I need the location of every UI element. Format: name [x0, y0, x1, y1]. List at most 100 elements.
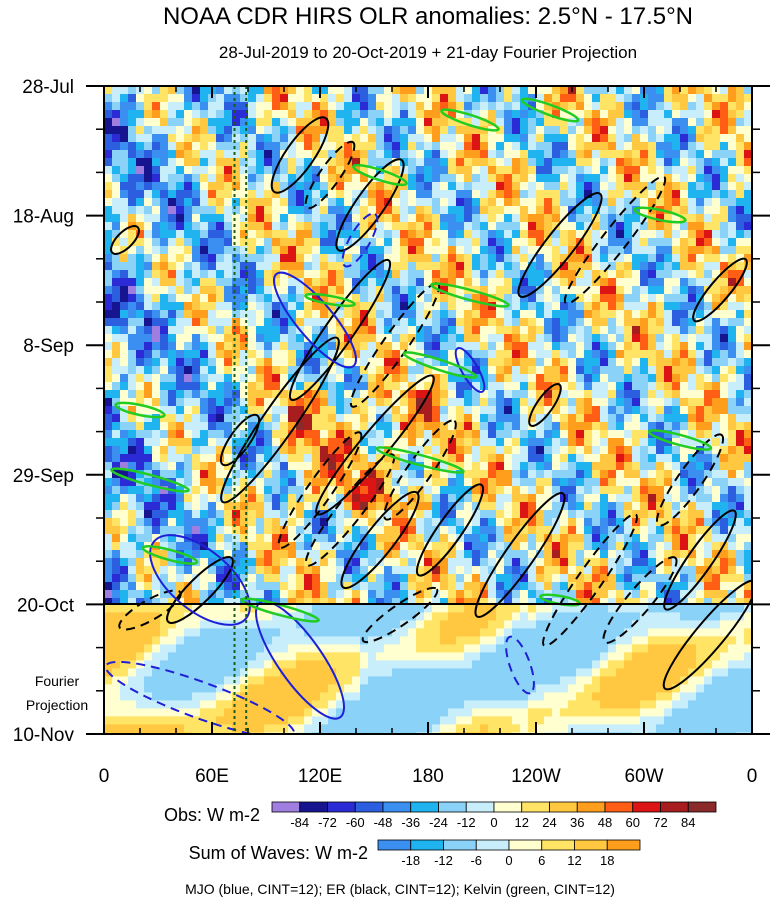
field-cell	[384, 238, 393, 247]
field-cell	[144, 430, 153, 439]
field-cell	[408, 182, 417, 191]
field-cell	[352, 406, 361, 415]
field-cell	[296, 454, 305, 463]
field-cell	[232, 118, 241, 127]
field-cell	[600, 310, 609, 319]
field-cell	[120, 270, 129, 279]
field-cell	[224, 206, 233, 215]
field-cell	[512, 310, 521, 319]
field-cell	[408, 550, 417, 559]
field-cell	[448, 478, 457, 487]
field-cell	[480, 230, 489, 239]
field-cell	[688, 550, 697, 559]
field-cell	[248, 398, 257, 407]
field-cell	[112, 334, 121, 343]
field-cell	[432, 214, 441, 223]
field-cell	[400, 110, 409, 119]
field-cell	[496, 422, 505, 431]
field-cell	[168, 566, 177, 575]
field-cell	[456, 526, 465, 535]
field-cell	[344, 318, 353, 327]
field-cell	[120, 150, 129, 159]
field-cell	[272, 150, 281, 159]
field-cell	[624, 550, 633, 559]
field-cell	[376, 486, 385, 495]
field-cell	[128, 454, 137, 463]
field-cell	[576, 294, 585, 303]
field-cell	[712, 278, 721, 287]
field-cell	[120, 238, 129, 247]
field-cell	[432, 134, 441, 143]
field-cell	[696, 406, 705, 415]
field-cell	[280, 190, 289, 199]
field-cell	[384, 518, 393, 527]
field-cell	[256, 398, 265, 407]
field-cell	[144, 366, 153, 375]
field-cell	[240, 214, 249, 223]
field-cell	[296, 334, 305, 343]
field-cell	[304, 526, 313, 535]
field-cell	[424, 190, 433, 199]
field-cell	[416, 214, 425, 223]
field-cell	[592, 526, 601, 535]
field-cell	[720, 342, 729, 351]
field-cell	[664, 406, 673, 415]
field-cell	[520, 302, 529, 311]
field-cell	[216, 526, 225, 535]
field-cell	[480, 326, 489, 335]
field-cell	[512, 382, 521, 391]
field-cell	[264, 382, 273, 391]
field-cell	[128, 94, 137, 103]
field-cell	[368, 238, 377, 247]
field-cell	[312, 286, 321, 295]
field-cell	[120, 438, 129, 447]
field-cell	[104, 278, 113, 287]
field-cell	[640, 110, 649, 119]
field-cell	[520, 382, 529, 391]
field-cell	[736, 214, 745, 223]
field-cell	[120, 390, 129, 399]
field-cell	[648, 166, 657, 175]
field-cell	[480, 454, 489, 463]
field-cell	[360, 326, 369, 335]
field-cell	[104, 478, 113, 487]
field-cell	[184, 390, 193, 399]
field-cell	[416, 446, 425, 455]
field-cell	[384, 390, 393, 399]
field-cell	[536, 542, 545, 551]
field-cell	[696, 182, 705, 191]
field-cell	[472, 550, 481, 559]
field-cell	[288, 518, 297, 527]
field-cell	[368, 390, 377, 399]
field-cell	[424, 398, 433, 407]
field-cell	[120, 446, 129, 455]
field-cell	[584, 542, 593, 551]
field-cell	[304, 158, 313, 167]
field-cell	[648, 246, 657, 255]
field-cell	[680, 182, 689, 191]
field-cell	[344, 134, 353, 143]
field-cell	[520, 358, 529, 367]
field-cell	[712, 206, 721, 215]
field-cell	[408, 110, 417, 119]
field-cell	[176, 350, 185, 359]
field-cell	[280, 558, 289, 567]
field-cell	[112, 430, 121, 439]
field-cell	[432, 286, 441, 295]
field-cell	[648, 110, 657, 119]
field-cell	[400, 262, 409, 271]
field-cell	[640, 462, 649, 471]
field-cell	[544, 126, 553, 135]
field-cell	[552, 198, 561, 207]
field-cell	[248, 126, 257, 135]
field-cell	[512, 518, 521, 527]
field-cell	[488, 262, 497, 271]
field-cell	[264, 358, 273, 367]
field-cell	[376, 110, 385, 119]
field-cell	[584, 470, 593, 479]
field-cell	[160, 414, 169, 423]
field-cell	[688, 126, 697, 135]
field-cell	[704, 110, 713, 119]
field-cell	[368, 230, 377, 239]
field-cell	[648, 238, 657, 247]
